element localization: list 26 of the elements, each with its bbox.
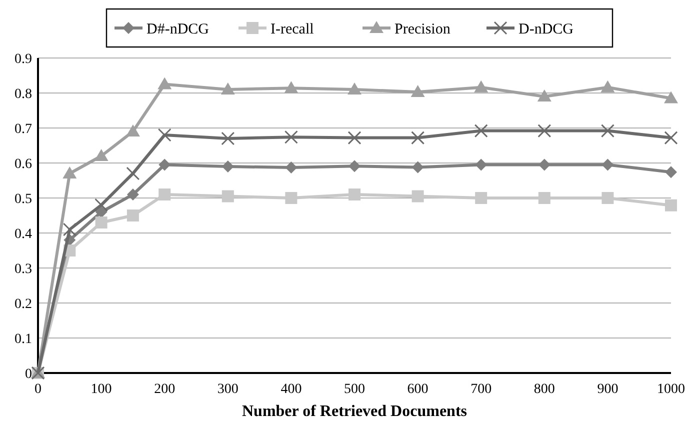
- y-tick-label: 0: [25, 366, 32, 382]
- x-tick-label: 400: [280, 382, 302, 397]
- legend-label: D-nDCG: [518, 21, 574, 38]
- y-tick-label: 0.7: [14, 122, 32, 137]
- x-tick-label: 800: [534, 382, 555, 397]
- x-axis-title: Number of Retrieved Documents: [242, 403, 467, 420]
- legend-label: I-recall: [270, 21, 314, 38]
- x-tick-label: 500: [344, 382, 365, 397]
- x-tick-label: 700: [470, 382, 492, 397]
- x-tick-label: 600: [407, 382, 428, 397]
- y-tick-label: 0.3: [14, 262, 32, 277]
- y-tick-label: 0.8: [14, 86, 32, 102]
- y-tick-label: 0.1: [14, 332, 32, 347]
- x-tick-label: 200: [154, 382, 176, 397]
- x-tick-label: 300: [217, 382, 238, 397]
- x-tick-label: 100: [90, 382, 112, 397]
- y-tick-label: 0.2: [14, 296, 32, 312]
- legend-label: D#-nDCG: [146, 21, 210, 38]
- y-tick-label: 0.4: [14, 226, 32, 242]
- legend-label: Precision: [394, 21, 451, 38]
- y-tick-label: 0.5: [14, 192, 32, 207]
- y-tick-label: 0.9: [14, 52, 32, 67]
- x-tick-label: 0: [34, 382, 42, 397]
- y-tick-label: 0.6: [14, 156, 32, 172]
- x-tick-label: 900: [597, 382, 618, 397]
- x-tick-label: 1000: [657, 382, 685, 397]
